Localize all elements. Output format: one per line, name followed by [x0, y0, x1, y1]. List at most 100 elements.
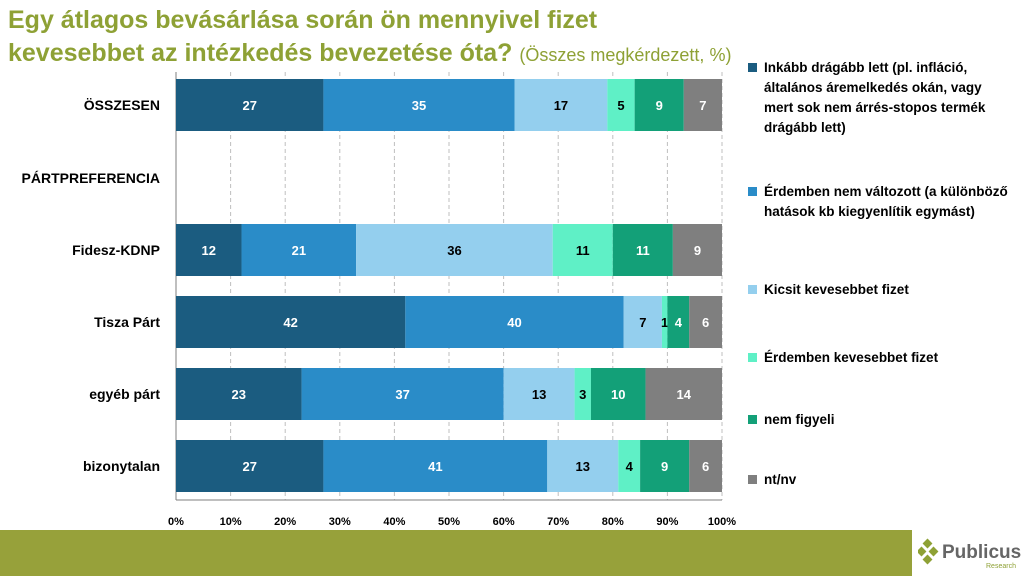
logo-subtext: Research [986, 563, 1016, 570]
legend-label: nem figyeli [764, 412, 835, 427]
legend-label: Inkább drágább lett (pl. infláció, által… [764, 60, 986, 135]
data-label: 13 [576, 459, 590, 474]
bar-segment [590, 368, 646, 420]
data-label: 4 [675, 315, 683, 330]
x-tick-label: 40% [383, 516, 405, 528]
data-label: 14 [677, 387, 692, 402]
data-label: 1 [661, 315, 668, 330]
bar-segment [618, 440, 641, 492]
bar-segment [323, 440, 548, 492]
legend-swatch [748, 415, 757, 424]
bar-segment [672, 224, 722, 276]
bar-segment [547, 440, 619, 492]
data-label: 9 [694, 243, 701, 258]
x-tick-label: 0% [168, 516, 184, 528]
chart-title: Egy átlagos bevásárlása során ön mennyiv… [8, 4, 738, 72]
data-label: 10 [611, 387, 625, 402]
legend-item: Inkább drágább lett (pl. infláció, által… [744, 58, 1014, 138]
legend-swatch [748, 475, 757, 484]
legend-swatch [748, 63, 757, 72]
legend-item: Kicsit kevesebbet fizet [744, 280, 1014, 300]
bar-segment [176, 296, 406, 348]
bar-segment [176, 224, 242, 276]
category-label: ÖSSZESEN [84, 97, 160, 113]
data-label: 36 [447, 243, 461, 258]
data-label: 3 [579, 387, 586, 402]
legend-swatch [748, 353, 757, 362]
bar-segment [607, 79, 635, 131]
legend-label: Kicsit kevesebbet fizet [764, 282, 909, 297]
bar-segment [640, 440, 690, 492]
category-label: bizonytalan [83, 458, 160, 474]
x-tick-label: 20% [274, 516, 296, 528]
data-label: 40 [507, 315, 521, 330]
x-tick-label: 70% [547, 516, 569, 528]
data-label: 41 [428, 459, 442, 474]
bar-segment [176, 79, 324, 131]
bar-segment [645, 368, 722, 420]
data-label: 6 [702, 459, 709, 474]
title-main: Egy átlagos bevásárlása során ön mennyiv… [8, 6, 598, 67]
bar-segment [683, 79, 722, 131]
bar-segment [405, 296, 624, 348]
bar-segment [241, 224, 357, 276]
bar-segment [552, 224, 613, 276]
bar-segment [356, 224, 553, 276]
legend-label: Érdemben kevesebbet fizet [764, 350, 939, 365]
legend-item: Érdemben nem változott (a különböző hatá… [744, 182, 1014, 222]
bar-segment [634, 79, 684, 131]
data-label: 13 [532, 387, 546, 402]
data-label: 27 [242, 98, 256, 113]
data-label: 7 [699, 98, 706, 113]
data-label: 9 [661, 459, 668, 474]
x-tick-label: 50% [438, 516, 460, 528]
category-label: Fidesz-KDNP [72, 242, 160, 258]
footer-band [0, 530, 912, 576]
category-label: PÁRTPREFERENCIA [22, 170, 160, 186]
category-label: egyéb párt [89, 386, 160, 402]
legend-item: Érdemben kevesebbet fizet [744, 348, 1014, 368]
legend-item: nem figyeli [744, 410, 1014, 430]
x-tick-label: 30% [329, 516, 351, 528]
publicus-logo: Publicus Research [916, 536, 1024, 572]
logo-text: Publicus [942, 542, 1021, 563]
data-label: 35 [412, 98, 426, 113]
data-label: 6 [702, 315, 709, 330]
bar-segment [689, 440, 722, 492]
data-label: 12 [202, 243, 216, 258]
bar-segment [503, 368, 575, 420]
category-label: Tisza Párt [94, 314, 160, 330]
bar-segment [574, 368, 591, 420]
x-tick-label: 100% [708, 516, 736, 528]
legend-swatch [748, 187, 757, 196]
data-label: 17 [554, 98, 568, 113]
data-label: 23 [232, 387, 246, 402]
bar-segment [176, 440, 324, 492]
legend-swatch [748, 285, 757, 294]
legend-label: nt/nv [764, 472, 797, 487]
data-label: 11 [636, 243, 650, 258]
data-label: 5 [617, 98, 624, 113]
data-label: 27 [242, 459, 256, 474]
data-label: 7 [639, 315, 646, 330]
legend-item: nt/nv [744, 470, 1014, 490]
legend-label: Érdemben nem változott (a különböző hatá… [764, 184, 1008, 219]
bar-segment [661, 296, 668, 348]
bar-segment [623, 296, 662, 348]
bar-segment [514, 79, 608, 131]
bar-segment [323, 79, 515, 131]
data-label: 42 [283, 315, 297, 330]
data-label: 9 [656, 98, 663, 113]
data-label: 4 [626, 459, 634, 474]
x-tick-label: 10% [220, 516, 242, 528]
bar-segment [689, 296, 722, 348]
bar-segment [301, 368, 504, 420]
data-label: 11 [576, 243, 590, 258]
stacked-bar-chart: 0% 10% 20% 30% 40% 50% 60% 70% 80% 90% 100% ÖSSZESE… [22, 72, 736, 528]
bar-segment [667, 296, 690, 348]
x-tick-label: 60% [493, 516, 515, 528]
x-tick-label: 80% [602, 516, 624, 528]
data-label: 21 [292, 243, 306, 258]
bar-segment [176, 368, 302, 420]
x-tick-label: 90% [656, 516, 678, 528]
